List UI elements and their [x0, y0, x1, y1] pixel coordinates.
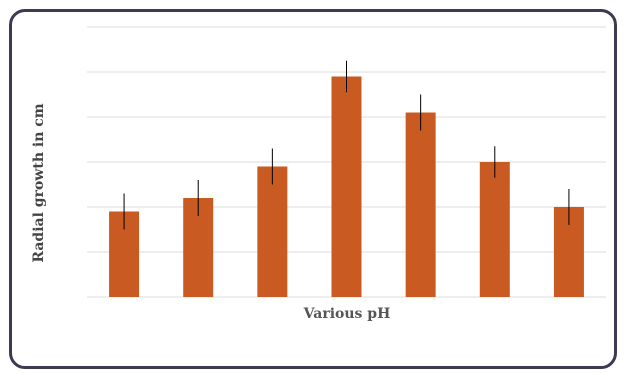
bars [109, 76, 584, 297]
bar-3 [257, 166, 288, 297]
bar-5 [405, 112, 436, 297]
bar-6 [479, 162, 510, 297]
y-axis-label: Radial growth in cm [31, 103, 47, 262]
x-axis-label: Various pH [303, 306, 391, 322]
chart-frame [9, 9, 617, 369]
bar-4 [331, 76, 362, 297]
error-bars [123, 60, 570, 230]
